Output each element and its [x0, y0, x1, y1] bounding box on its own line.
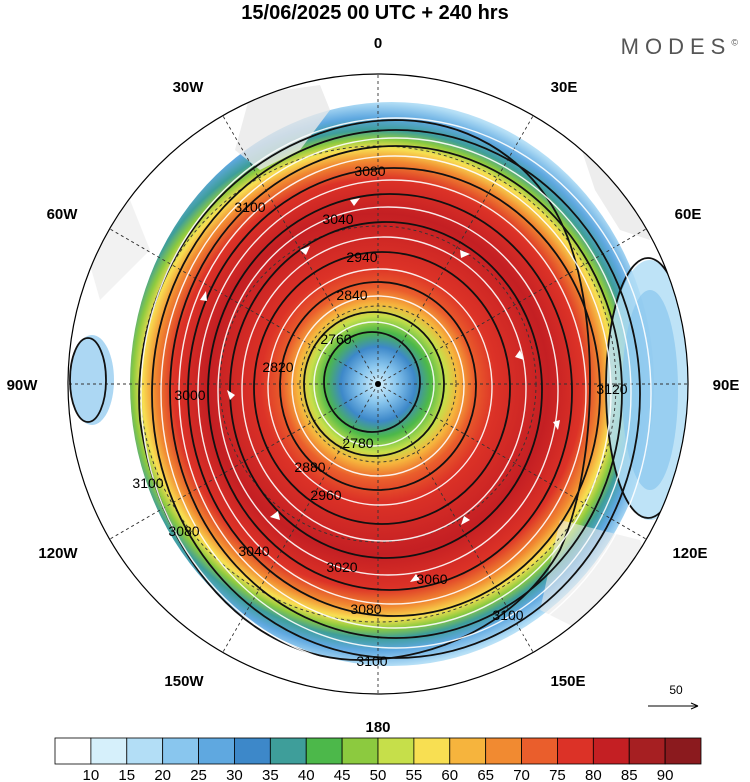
contour-labels: 3100 3080 3040 2940 2840 2760 2780 2820 …: [132, 163, 627, 669]
contour-label: 3100: [132, 475, 163, 491]
contour-label: 2960: [310, 487, 341, 503]
colorbar-label: 60: [441, 767, 458, 782]
streamline-arrowheads: [200, 198, 560, 582]
colorbar-label: 40: [298, 767, 315, 782]
colorbar-label: 70: [513, 767, 530, 782]
colorbar-label: 65: [477, 767, 494, 782]
colorbar-swatch: [413, 737, 451, 765]
contour-label: 2940: [346, 249, 377, 265]
longitude-label: 120E: [672, 545, 707, 562]
colorbar-label: 55: [406, 767, 423, 782]
colorbar: 10 15 20 25 30 35 40 45 50 55 60 65 70 75 80 85 90: [54, 737, 702, 782]
contour-label: 2840: [336, 287, 367, 303]
colorbar-swatch: [664, 737, 702, 765]
colorbar-swatch: [54, 737, 92, 765]
geopotential-contours: [69, 119, 688, 661]
longitude-label: 30E: [551, 79, 578, 96]
longitude-label: 150W: [164, 673, 204, 690]
contour-label: 3060: [416, 571, 447, 587]
wind-streamlines: [140, 117, 652, 671]
colorbar-swatch: [269, 737, 307, 765]
longitude-label: 90W: [7, 377, 39, 394]
map-title: 15/06/2025 00 UTC + 240 hrs: [241, 2, 509, 24]
contour-label: 3100: [492, 607, 523, 623]
colorbar-label: 75: [549, 767, 566, 782]
contour-label: 3120: [596, 381, 627, 397]
contour-label: 3040: [238, 543, 269, 559]
colorbar-swatch: [377, 737, 415, 765]
colorbar-label: 25: [190, 767, 207, 782]
contour-label: 3000: [174, 387, 205, 403]
colorbar-label: 35: [262, 767, 279, 782]
brand-text: MODES: [620, 34, 732, 59]
contour-label: 2780: [342, 435, 373, 451]
contour-label: 2760: [320, 331, 351, 347]
map-boundary: [67, 73, 689, 695]
land-south-america: [235, 85, 330, 170]
colorbar-label: 10: [83, 767, 100, 782]
colorbar-swatch: [521, 737, 558, 765]
colorbar-label: 85: [621, 767, 638, 782]
longitude-label: 30W: [173, 79, 205, 96]
colorbar-swatch: [557, 737, 594, 765]
colorbar-label: 80: [585, 767, 602, 782]
colorbar-label: 20: [154, 767, 171, 782]
contour-label: 3080: [350, 601, 381, 617]
contour-label: 3020: [326, 559, 357, 575]
colorbar-label: 45: [334, 767, 351, 782]
colorbar-swatch: [449, 737, 487, 765]
longitude-label: 60E: [675, 206, 702, 223]
longitude-label: 150E: [550, 673, 585, 690]
colorbar-swatch: [341, 737, 379, 765]
colorbar-label: 50: [370, 767, 387, 782]
brand-logo: MODES©: [621, 34, 738, 60]
colorbar-label: 90: [657, 767, 674, 782]
contour-label: 2880: [294, 459, 325, 475]
longitude-labels: 0 30E 60E 90E 120E 150E 180 150W 120W 90…: [7, 35, 740, 736]
contour-label: 2820: [262, 359, 293, 375]
colorbar-swatch: [126, 737, 164, 765]
longitude-label: 120W: [38, 545, 78, 562]
copyright-mark: ©: [731, 37, 738, 48]
reference-vector: 50: [648, 683, 699, 710]
longitude-label: 60W: [47, 206, 79, 223]
longitude-label: 0: [374, 35, 382, 52]
colorbar-swatch: [90, 737, 128, 765]
contour-label: 3100: [356, 653, 387, 669]
colorbar-swatch: [305, 737, 343, 765]
longitude-label: 90E: [713, 377, 740, 394]
colorbar-label: 15: [118, 767, 135, 782]
colorbar-swatch: [485, 737, 522, 765]
colorbar-swatch: [628, 737, 666, 765]
colorbar-swatch: [234, 737, 271, 765]
south-pole-marker: [375, 381, 381, 387]
colorbar-swatch: [198, 737, 235, 765]
colorbar-swatch: [592, 737, 630, 765]
contour-label: 3100: [234, 199, 265, 215]
reference-vector-label: 50: [669, 683, 683, 697]
contour-label: 3040: [322, 211, 353, 227]
land-africa: [580, 145, 650, 240]
colorbar-swatch: [162, 737, 199, 765]
colorbar-label: 30: [226, 767, 243, 782]
contour-label: 3080: [168, 523, 199, 539]
longitude-label: 180: [365, 719, 390, 736]
contour-label: 3080: [354, 163, 385, 179]
graticule: [68, 74, 688, 694]
